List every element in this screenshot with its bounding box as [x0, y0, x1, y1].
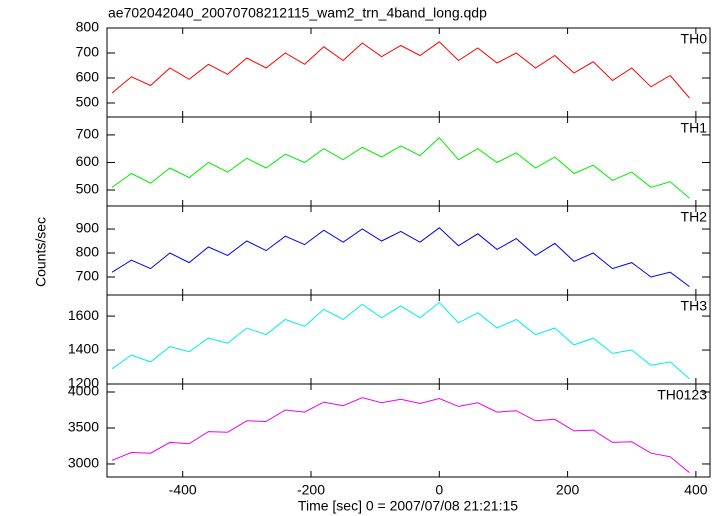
y-axis-label: Counts/sec — [33, 217, 49, 287]
y-tick-label: 1400 — [68, 341, 99, 357]
panel-frame — [106, 294, 711, 385]
y-tick-label: 3500 — [68, 419, 99, 435]
series-label: TH3 — [681, 298, 708, 314]
data-line — [111, 301, 690, 380]
series-label: TH0 — [681, 31, 708, 47]
y-tick-label: 800 — [76, 244, 100, 260]
y-tick-label: 800 — [76, 19, 100, 35]
y-tick-label: 700 — [76, 44, 100, 60]
y-tick-label: 1600 — [68, 307, 99, 323]
series-label: TH0123 — [657, 387, 707, 403]
data-line — [111, 136, 690, 199]
data-line — [111, 397, 690, 473]
y-tick-label: 500 — [76, 181, 100, 197]
y-tick-label: 500 — [76, 94, 100, 110]
x-tick-label: -400 — [169, 482, 197, 498]
series-label: TH2 — [681, 209, 708, 225]
x-tick-label: -200 — [297, 482, 325, 498]
x-axis-label: Time [sec] 0 = 2007/07/08 21:21:15 — [298, 498, 518, 514]
x-tick-label: 400 — [684, 482, 708, 498]
data-line — [111, 41, 690, 99]
data-line — [111, 227, 690, 288]
y-tick-label: 600 — [76, 69, 100, 85]
y-tick-label: 600 — [76, 153, 100, 169]
y-tick-label: 700 — [76, 126, 100, 142]
y-tick-label: 700 — [76, 268, 100, 284]
panel-frame — [106, 116, 711, 207]
y-tick-label: 4000 — [68, 383, 99, 399]
x-tick-label: 0 — [435, 482, 443, 498]
series-label: TH1 — [681, 120, 708, 136]
y-tick-label: 900 — [76, 220, 100, 236]
panel-frame — [106, 383, 711, 478]
panel-frame — [106, 205, 711, 296]
y-tick-label: 1200 — [68, 375, 99, 391]
chart-title: ae702042040_20070708212115_wam2_trn_4ban… — [108, 5, 487, 21]
y-tick-label: 3000 — [68, 455, 99, 471]
x-tick-label: 200 — [556, 482, 580, 498]
